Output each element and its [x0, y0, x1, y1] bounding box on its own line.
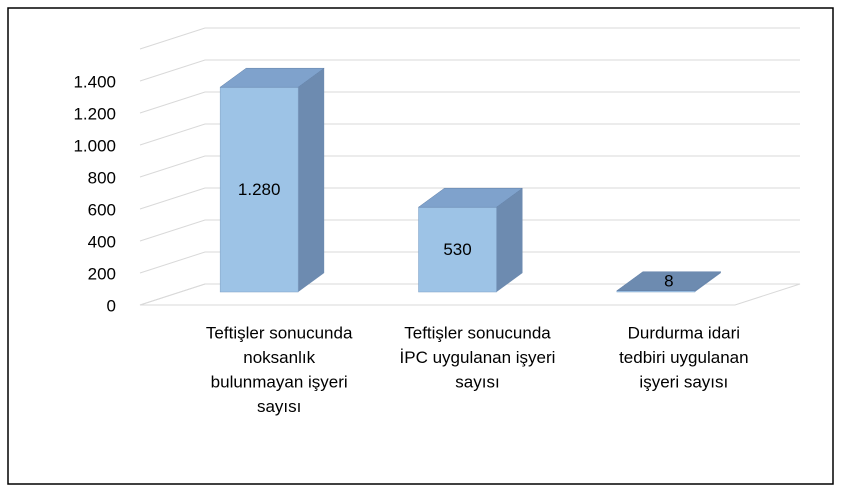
y-tick-label: 400	[88, 232, 116, 251]
x-tick-label: Teftişler sonucunda	[404, 323, 551, 342]
y-tick-label: 200	[88, 264, 116, 283]
bar-top	[219, 67, 325, 88]
grid-line	[139, 219, 800, 242]
x-tick-label: Teftişler sonucunda	[206, 323, 353, 342]
y-tick-label: 800	[88, 168, 116, 187]
grid-line	[139, 59, 800, 82]
bar	[418, 206, 497, 293]
x-tick-label: Durdurma idari	[628, 323, 740, 342]
grid-line	[139, 155, 800, 178]
grid-line	[139, 123, 800, 146]
grid-line	[139, 91, 800, 114]
bar-top	[616, 271, 722, 291]
bar-top	[417, 187, 524, 208]
y-tick-label: 600	[88, 200, 116, 219]
x-tick-label: tedbiri uygulanan	[619, 348, 748, 367]
x-tick-label: sayısı	[455, 372, 499, 391]
value-label: 530	[443, 240, 471, 259]
y-tick-label: 1.400	[73, 72, 116, 91]
value-label: 1.280	[238, 180, 281, 199]
x-tick-label: sayısı	[257, 397, 301, 416]
x-tick-label: işyeri sayısı	[639, 372, 728, 391]
x-tick-label: noksanlık	[243, 348, 315, 367]
grid-line	[139, 283, 800, 306]
bar	[219, 86, 299, 293]
x-tick-label: İPC uygulanan işyeri	[400, 348, 556, 367]
x-tick-label: bulunmayan işyeri	[211, 372, 348, 391]
bar-side	[694, 271, 721, 292]
value-label: 8	[664, 272, 673, 291]
y-tick-label: 1.200	[73, 104, 116, 123]
grid-line	[139, 251, 800, 274]
wall-edge	[139, 27, 800, 50]
y-tick-label: 1.000	[73, 136, 116, 155]
y-tick-label: 0	[107, 296, 116, 315]
bar-side	[496, 188, 523, 292]
bar-side	[298, 68, 325, 292]
grid-line	[139, 187, 800, 210]
